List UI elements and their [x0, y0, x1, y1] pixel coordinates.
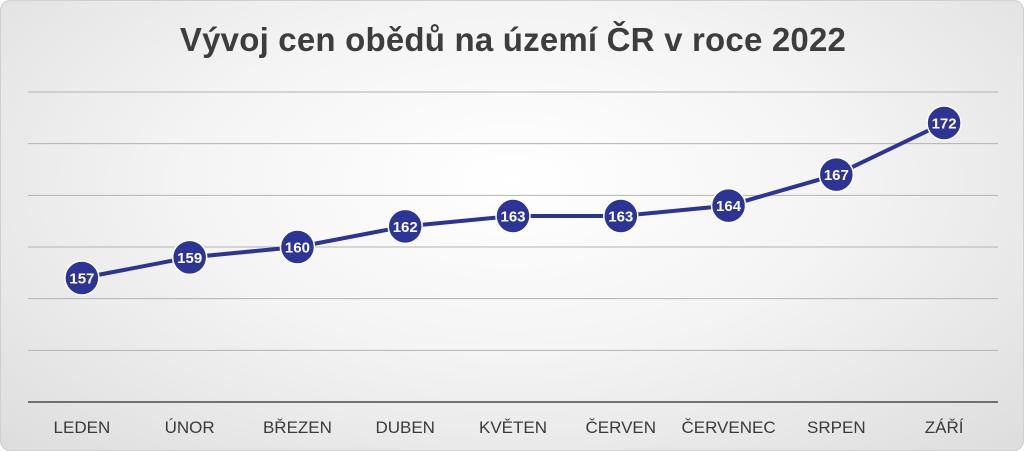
series-group: 157 159 160 162 163 163 164 167 172: [64, 105, 962, 296]
x-tick-label: BŘEZEN: [263, 418, 332, 437]
gridlines: [28, 91, 998, 403]
data-point: [387, 208, 423, 245]
data-label: 172: [932, 116, 957, 133]
data-label: 159: [177, 250, 202, 267]
x-tick-label: ZÁŘÍ: [925, 418, 964, 437]
data-label: 157: [69, 271, 94, 288]
x-tick-label: ČERVEN: [586, 418, 657, 437]
data-point: [279, 229, 316, 265]
data-point: [818, 156, 855, 193]
x-tick-label: DUBEN: [375, 418, 435, 437]
x-tick-label: ÚNOR: [165, 418, 215, 437]
data-point: [926, 105, 962, 141]
x-tick-label: LEDEN: [54, 418, 111, 437]
data-point: [710, 187, 747, 224]
data-point: [64, 260, 100, 296]
data-label: 163: [500, 209, 525, 226]
x-tick-labels: LEDEN ÚNOR BŘEZEN DUBEN KVĚTEN ČERVEN ČERVENEC…: [54, 418, 964, 437]
x-tick-label: ČERVENEC: [681, 418, 775, 437]
data-label: 163: [608, 209, 633, 226]
data-label: 162: [393, 219, 418, 236]
data-point: [171, 239, 208, 276]
x-tick-label: KVĚTEN: [479, 418, 547, 437]
data-point: [495, 198, 531, 234]
data-point: [603, 198, 639, 234]
data-label: 164: [716, 198, 742, 215]
data-label: 167: [824, 167, 849, 184]
x-tick-label: SRPEN: [807, 418, 866, 437]
data-label: 160: [285, 240, 310, 257]
chart-title: Vývoj cen obědů na území ČR v roce 2022: [179, 21, 847, 58]
